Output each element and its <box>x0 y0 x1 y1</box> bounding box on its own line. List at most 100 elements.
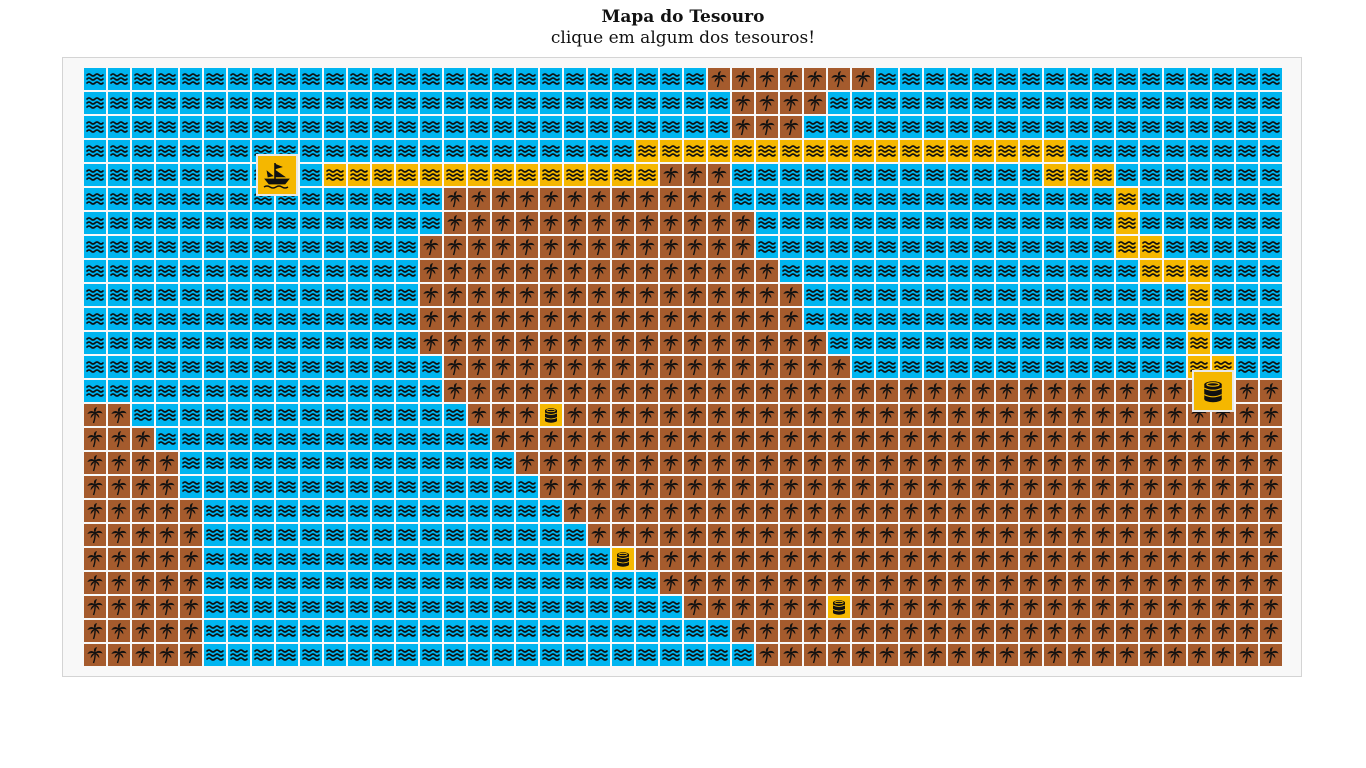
water-tile[interactable] <box>420 212 442 234</box>
land-tile[interactable] <box>1164 644 1186 666</box>
water-tile[interactable] <box>876 68 898 90</box>
land-tile[interactable] <box>1068 572 1090 594</box>
land-tile[interactable] <box>1212 548 1234 570</box>
water-tile[interactable] <box>684 92 706 114</box>
water-tile[interactable] <box>276 404 298 426</box>
water-tile[interactable] <box>540 572 562 594</box>
water-tile[interactable] <box>300 92 322 114</box>
land-tile[interactable] <box>1044 476 1066 498</box>
water-tile[interactable] <box>516 92 538 114</box>
land-tile[interactable] <box>1212 524 1234 546</box>
land-tile[interactable] <box>588 260 610 282</box>
water-tile[interactable] <box>252 404 274 426</box>
water-tile[interactable] <box>132 164 154 186</box>
water-tile[interactable] <box>1068 308 1090 330</box>
land-tile[interactable] <box>1140 404 1162 426</box>
water-tile[interactable] <box>1260 188 1282 210</box>
water-tile[interactable] <box>1068 284 1090 306</box>
water-tile[interactable] <box>180 212 202 234</box>
water-tile[interactable] <box>348 212 370 234</box>
water-tile[interactable] <box>1212 92 1234 114</box>
water-tile[interactable] <box>228 164 250 186</box>
land-tile[interactable] <box>636 260 658 282</box>
route-tile[interactable] <box>900 140 922 162</box>
land-tile[interactable] <box>828 548 850 570</box>
water-tile[interactable] <box>900 260 922 282</box>
land-tile[interactable] <box>612 188 634 210</box>
water-tile[interactable] <box>420 68 442 90</box>
land-tile[interactable] <box>1212 452 1234 474</box>
land-tile[interactable] <box>540 260 562 282</box>
land-tile[interactable] <box>612 356 634 378</box>
water-tile[interactable] <box>756 164 778 186</box>
water-tile[interactable] <box>372 332 394 354</box>
water-tile[interactable] <box>492 572 514 594</box>
land-tile[interactable] <box>108 596 130 618</box>
route-tile[interactable] <box>348 164 370 186</box>
land-tile[interactable] <box>972 404 994 426</box>
land-tile[interactable] <box>564 476 586 498</box>
water-tile[interactable] <box>804 236 826 258</box>
water-tile[interactable] <box>972 164 994 186</box>
land-tile[interactable] <box>852 452 874 474</box>
water-tile[interactable] <box>900 164 922 186</box>
water-tile[interactable] <box>396 524 418 546</box>
land-tile[interactable] <box>660 212 682 234</box>
land-tile[interactable] <box>660 404 682 426</box>
water-tile[interactable] <box>204 332 226 354</box>
water-tile[interactable] <box>828 164 850 186</box>
water-tile[interactable] <box>396 356 418 378</box>
water-tile[interactable] <box>996 212 1018 234</box>
land-tile[interactable] <box>900 500 922 522</box>
land-tile[interactable] <box>636 380 658 402</box>
land-tile[interactable] <box>732 308 754 330</box>
water-tile[interactable] <box>204 116 226 138</box>
water-tile[interactable] <box>948 164 970 186</box>
water-tile[interactable] <box>972 92 994 114</box>
water-tile[interactable] <box>300 548 322 570</box>
water-tile[interactable] <box>1092 308 1114 330</box>
water-tile[interactable] <box>372 356 394 378</box>
water-tile[interactable] <box>420 452 442 474</box>
water-tile[interactable] <box>1020 68 1042 90</box>
land-tile[interactable] <box>564 260 586 282</box>
land-tile[interactable] <box>972 620 994 642</box>
land-tile[interactable] <box>1140 548 1162 570</box>
land-tile[interactable] <box>708 332 730 354</box>
water-tile[interactable] <box>948 260 970 282</box>
land-tile[interactable] <box>996 428 1018 450</box>
land-tile[interactable] <box>1020 548 1042 570</box>
land-tile[interactable] <box>684 308 706 330</box>
land-tile[interactable] <box>540 188 562 210</box>
land-tile[interactable] <box>540 452 562 474</box>
water-tile[interactable] <box>1164 356 1186 378</box>
water-tile[interactable] <box>1236 260 1258 282</box>
treasure-tile[interactable] <box>612 548 634 570</box>
water-tile[interactable] <box>1140 68 1162 90</box>
land-tile[interactable] <box>660 524 682 546</box>
land-tile[interactable] <box>1092 500 1114 522</box>
water-tile[interactable] <box>444 476 466 498</box>
water-tile[interactable] <box>1236 332 1258 354</box>
land-tile[interactable] <box>588 500 610 522</box>
water-tile[interactable] <box>84 68 106 90</box>
water-tile[interactable] <box>1212 284 1234 306</box>
water-tile[interactable] <box>84 380 106 402</box>
land-tile[interactable] <box>1116 548 1138 570</box>
water-tile[interactable] <box>444 644 466 666</box>
land-tile[interactable] <box>900 428 922 450</box>
land-tile[interactable] <box>516 284 538 306</box>
land-tile[interactable] <box>780 620 802 642</box>
land-tile[interactable] <box>660 572 682 594</box>
water-tile[interactable] <box>444 428 466 450</box>
land-tile[interactable] <box>660 356 682 378</box>
water-tile[interactable] <box>396 140 418 162</box>
water-tile[interactable] <box>276 332 298 354</box>
land-tile[interactable] <box>132 428 154 450</box>
land-tile[interactable] <box>84 524 106 546</box>
land-tile[interactable] <box>684 476 706 498</box>
route-tile[interactable] <box>1044 164 1066 186</box>
water-tile[interactable] <box>732 188 754 210</box>
land-tile[interactable] <box>516 212 538 234</box>
water-tile[interactable] <box>324 500 346 522</box>
